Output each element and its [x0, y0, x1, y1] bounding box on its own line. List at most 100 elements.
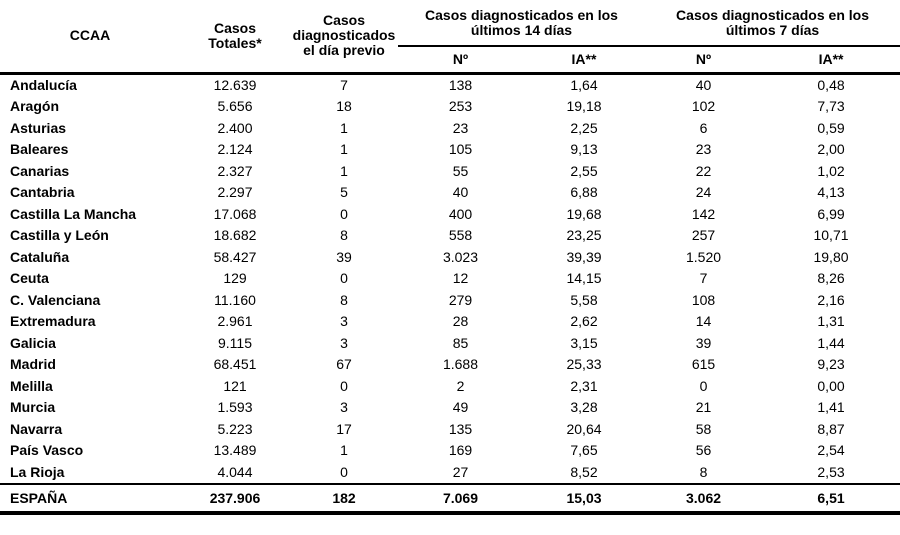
cell-n14: 2: [456, 377, 465, 394]
header-group-7-dias: Casos diagnosticados en los últimos 7 dí…: [645, 0, 900, 47]
header-casos-totales: Casos Totales*: [208, 19, 262, 51]
cell-n7: 102: [691, 98, 716, 114]
cell-n7: 24: [695, 184, 712, 200]
table-row: Andalucía 12.639 7 138 1,64 40 0,48: [0, 73, 900, 96]
cell-totales: 5.656: [217, 98, 253, 114]
cell-n14: 85: [452, 334, 469, 351]
cell-ccaa: Andalucía: [10, 76, 77, 93]
table-row: País Vasco 13.489 1 169 7,65 56 2,54: [0, 440, 900, 462]
ccaa-cases-table: CCAA Casos Totales* Casos diagnosticados…: [0, 0, 900, 513]
cell-n7: 14: [695, 313, 712, 329]
cell-ia14: 20,64: [566, 420, 602, 437]
cell-ccaa: País Vasco: [10, 442, 84, 458]
cell-ia7: 2,53: [817, 463, 845, 480]
cell-previo: 0: [340, 463, 348, 480]
cell-n7: 108: [691, 291, 716, 308]
cell-total-ia14: 15,03: [566, 490, 602, 506]
header-ia-14: IA**: [571, 50, 597, 67]
cell-n7: 56: [695, 442, 712, 458]
cell-totales: 1.593: [217, 399, 253, 415]
cell-ccaa: C. Valenciana: [10, 291, 101, 308]
cell-n14: 558: [448, 227, 473, 243]
cell-ccaa: Madrid: [10, 356, 56, 372]
cell-previo: 8: [340, 227, 348, 243]
cell-n14: 27: [452, 463, 469, 480]
cell-n7: 22: [695, 162, 712, 179]
header-sub-row: Nº IA** Nº IA**: [0, 46, 900, 73]
table-row: Galicia 9.115 3 85 3,15 39 1,44: [0, 333, 900, 355]
table-row: Cataluña 58.427 39 3.023 39,39 1.520 19,80: [0, 247, 900, 269]
table-header: CCAA Casos Totales* Casos diagnosticados…: [0, 0, 900, 73]
cell-n14: 1.688: [442, 356, 479, 372]
header-group-row: CCAA Casos Totales* Casos diagnosticados…: [0, 0, 900, 58]
cell-n7: 0: [699, 377, 708, 394]
cell-previo: 3: [340, 399, 348, 415]
cell-ia7: 1,31: [817, 313, 845, 329]
header-n-14: Nº: [452, 50, 469, 67]
cell-totales: 4.044: [217, 463, 253, 480]
cell-previo: 3: [340, 334, 348, 351]
cell-ccaa: Cataluña: [10, 248, 70, 265]
total-row: ESPAÑA 237.906 182 7.069 15,03 3.062 6,5…: [0, 484, 900, 513]
cell-ia14: 3,15: [570, 334, 598, 351]
cell-n7: 1.520: [685, 248, 722, 265]
cell-ia7: 2,00: [817, 141, 845, 157]
cell-n14: 12: [452, 270, 469, 286]
header-n-7: Nº: [695, 50, 712, 67]
table-row: Aragón 5.656 18 253 19,18 102 7,73: [0, 96, 900, 118]
cell-ia14: 39,39: [566, 248, 602, 265]
table-row: Baleares 2.124 1 105 9,13 23 2,00: [0, 139, 900, 161]
cell-n7: 58: [695, 420, 712, 437]
cell-n7: 8: [699, 463, 708, 480]
cell-n7: 23: [695, 141, 712, 157]
cell-total-n7: 3.062: [685, 490, 722, 506]
cell-n14: 40: [452, 184, 469, 200]
cell-total-previo: 182: [332, 490, 356, 506]
cell-ia14: 2,55: [570, 162, 598, 179]
cell-ccaa: Murcia: [10, 399, 56, 415]
table-row: La Rioja 4.044 0 27 8,52 8 2,53: [0, 462, 900, 485]
cell-ia14: 2,25: [570, 119, 598, 136]
header-dia-previo: Casos diagnosticados el día previo: [292, 12, 396, 59]
cell-totales: 5.223: [217, 420, 253, 437]
cell-previo: 1: [340, 162, 348, 179]
table-row: Ceuta 129 0 12 14,15 7 8,26: [0, 268, 900, 290]
table-row: Navarra 5.223 17 135 20,64 58 8,87: [0, 419, 900, 441]
cell-n14: 135: [448, 420, 473, 437]
cell-ccaa: Aragón: [10, 98, 59, 114]
cell-ccaa: Extremadura: [10, 313, 96, 329]
cell-ia14: 2,62: [570, 313, 598, 329]
cell-ccaa: Baleares: [10, 141, 69, 157]
cell-ia7: 1,44: [817, 334, 845, 351]
table-row: C. Valenciana 11.160 8 279 5,58 108 2,16: [0, 290, 900, 312]
cell-ia7: 6,99: [817, 205, 845, 222]
cell-totales: 121: [223, 377, 247, 394]
cell-previo: 0: [340, 377, 348, 394]
cell-n7: 142: [691, 205, 716, 222]
cell-ia14: 8,52: [570, 463, 598, 480]
cell-previo: 39: [336, 248, 352, 265]
cell-ccaa: Melilla: [10, 377, 53, 394]
cell-ccaa: Ceuta: [10, 270, 49, 286]
table-body: Andalucía 12.639 7 138 1,64 40 0,48 Aragón 5.656…: [0, 73, 900, 484]
cell-n14: 253: [448, 98, 473, 114]
cell-ia14: 14,15: [566, 270, 602, 286]
cell-totales: 2.297: [217, 184, 253, 200]
cell-total-totales: 237.906: [209, 490, 261, 506]
cell-ia7: 0,48: [817, 76, 845, 93]
cell-n7: 40: [695, 76, 712, 93]
cell-previo: 3: [340, 313, 348, 329]
cell-ia14: 19,68: [566, 205, 602, 222]
cell-n14: 279: [448, 291, 473, 308]
cell-ia7: 1,41: [817, 399, 845, 415]
cell-ia7: 0,59: [817, 119, 845, 136]
cell-ia7: 7,73: [817, 98, 845, 114]
cell-n14: 49: [452, 399, 469, 415]
cell-totales: 2.124: [217, 141, 253, 157]
cell-ia14: 19,18: [566, 98, 602, 114]
cell-totales: 9.115: [218, 334, 252, 351]
cell-previo: 18: [336, 98, 352, 114]
cell-previo: 1: [340, 119, 348, 136]
cell-ia7: 0,00: [817, 377, 845, 394]
cell-totales: 18.682: [213, 227, 257, 243]
